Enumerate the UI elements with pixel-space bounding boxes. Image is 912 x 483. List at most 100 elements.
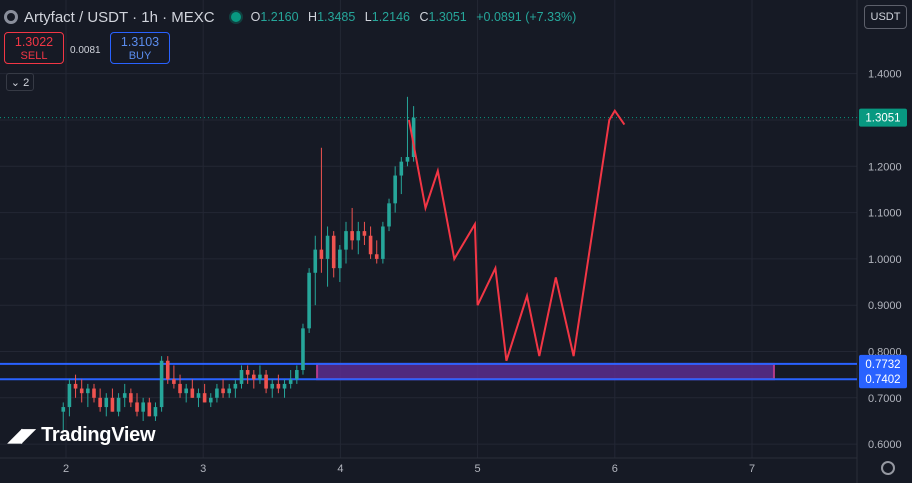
coin-logo-icon xyxy=(4,10,18,24)
candle-body xyxy=(215,388,219,398)
candle xyxy=(86,383,90,408)
candle xyxy=(147,397,152,417)
candle-body xyxy=(245,370,250,375)
candle-body xyxy=(153,407,158,417)
sell-price: 1.3022 xyxy=(14,35,54,49)
x-tick-label: 6 xyxy=(612,463,618,475)
y-tick-label: 0.7000 xyxy=(868,393,902,405)
candle-body xyxy=(374,254,379,259)
candle xyxy=(387,198,391,232)
y-tick-label: 1.0000 xyxy=(868,254,902,266)
candle xyxy=(104,393,109,417)
candle xyxy=(208,393,213,408)
candle-body xyxy=(104,397,109,408)
candle xyxy=(251,370,256,389)
candle-body xyxy=(159,360,164,408)
candle-body xyxy=(73,383,78,389)
symbol-header: Artyfact / USDT · 1h · MEXC O1.2160 H1.3… xyxy=(4,6,582,28)
candle xyxy=(202,383,207,403)
candle-body xyxy=(405,157,410,162)
y-tick-label: 1.2000 xyxy=(868,161,902,173)
candle xyxy=(307,268,311,333)
candle-body xyxy=(295,370,299,380)
level-price-label: 0.7402 xyxy=(865,374,900,386)
buy-price: 1.3103 xyxy=(120,35,160,49)
candle xyxy=(276,374,281,394)
buy-button[interactable]: 1.3103 BUY xyxy=(110,32,170,64)
level-price-badge xyxy=(859,354,907,373)
candle xyxy=(381,221,385,264)
candle xyxy=(270,379,275,398)
gear-icon[interactable] xyxy=(881,461,895,475)
change-value: +0.0891 (+7.33%) xyxy=(476,10,577,24)
candle xyxy=(362,221,367,245)
candle xyxy=(196,388,201,408)
spread-value: 0.0081 xyxy=(70,45,101,56)
indicators-collapse-button[interactable]: ⌄ 2 xyxy=(6,73,34,91)
open-value: 1.2160 xyxy=(260,10,299,24)
candle xyxy=(215,383,219,403)
candle xyxy=(73,374,78,398)
projection-path xyxy=(408,108,626,362)
y-tick-label: 0.6000 xyxy=(868,439,902,451)
candle xyxy=(331,231,336,278)
candle-body xyxy=(110,397,115,412)
candle xyxy=(258,365,262,384)
candle-body xyxy=(282,383,287,389)
candle-body xyxy=(79,388,84,394)
candle xyxy=(153,402,158,421)
candle xyxy=(129,388,133,408)
sell-button[interactable]: 1.3022 SELL xyxy=(4,32,64,64)
level-price-badge xyxy=(859,370,907,389)
candle-body xyxy=(86,388,90,394)
candle xyxy=(393,166,397,213)
candle xyxy=(165,356,170,384)
candle xyxy=(399,157,404,195)
candle xyxy=(141,397,145,421)
x-tick-label: 5 xyxy=(475,463,481,475)
candle-body xyxy=(251,374,256,380)
candle xyxy=(135,393,139,417)
symbol-title[interactable]: Artyfact / USDT · 1h · MEXC xyxy=(24,8,215,26)
candle xyxy=(338,245,342,283)
last-price-badge xyxy=(859,108,907,127)
candle-body xyxy=(196,393,201,398)
tradingview-watermark[interactable]: ◢◤ TradingView xyxy=(8,424,156,446)
candle xyxy=(98,388,102,412)
market-status-icon xyxy=(230,12,241,22)
currency-button[interactable]: USDT xyxy=(864,5,907,29)
candle xyxy=(61,402,66,431)
candle-body xyxy=(61,407,66,412)
high-value: 1.3485 xyxy=(317,10,356,24)
candle-body xyxy=(288,379,293,384)
last-price-label: 1.3051 xyxy=(865,113,900,125)
x-tick-label: 7 xyxy=(749,463,755,475)
candle-body xyxy=(98,397,102,408)
candle-body xyxy=(221,388,225,394)
candle-body xyxy=(276,383,281,389)
candle-body xyxy=(227,388,232,394)
x-tick-label: 4 xyxy=(337,463,343,475)
candle xyxy=(301,323,305,375)
y-tick-label: 1.1000 xyxy=(868,208,902,220)
candle-body xyxy=(135,402,139,412)
candle xyxy=(172,365,176,389)
candle xyxy=(67,379,72,417)
candle xyxy=(233,379,238,398)
candle-body xyxy=(319,249,324,259)
candle xyxy=(239,365,244,389)
candle xyxy=(245,365,250,384)
x-tick-label: 2 xyxy=(63,463,69,475)
candle-body xyxy=(307,272,311,329)
buy-label: BUY xyxy=(128,50,152,62)
low-value: 1.2146 xyxy=(371,10,410,24)
candle-body xyxy=(368,235,373,255)
candle xyxy=(110,388,115,412)
candle-body xyxy=(381,226,385,259)
candle xyxy=(159,356,164,412)
candle-body xyxy=(411,117,416,158)
candle xyxy=(344,221,348,264)
candle-body xyxy=(116,397,121,412)
candle-body xyxy=(172,379,176,384)
